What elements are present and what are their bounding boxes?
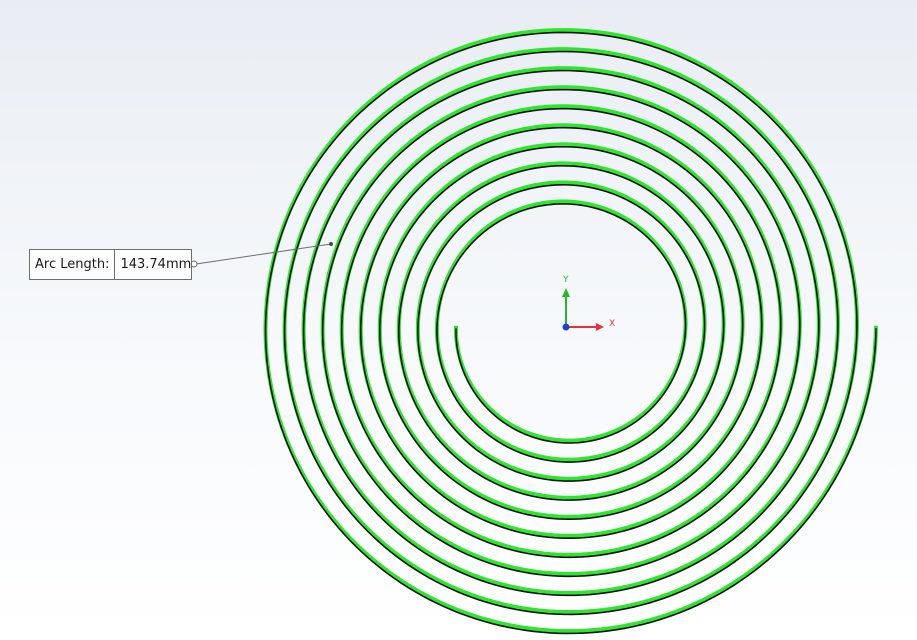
x-axis-label: X xyxy=(609,319,615,329)
leader-line xyxy=(195,243,332,265)
spiral-edge[interactable] xyxy=(264,31,877,635)
spiral-sketch[interactable] xyxy=(263,28,878,635)
arc-length-callout[interactable]: Arc Length: 143.74mm xyxy=(29,249,193,280)
callout-value: 143.74mm xyxy=(120,257,192,272)
callout-label: Arc Length: xyxy=(30,250,116,279)
leader-tip xyxy=(329,242,333,246)
coordinate-triad-icon: Y X xyxy=(562,275,615,331)
spiral-highlight[interactable] xyxy=(263,28,878,634)
y-axis-label: Y xyxy=(562,275,569,285)
